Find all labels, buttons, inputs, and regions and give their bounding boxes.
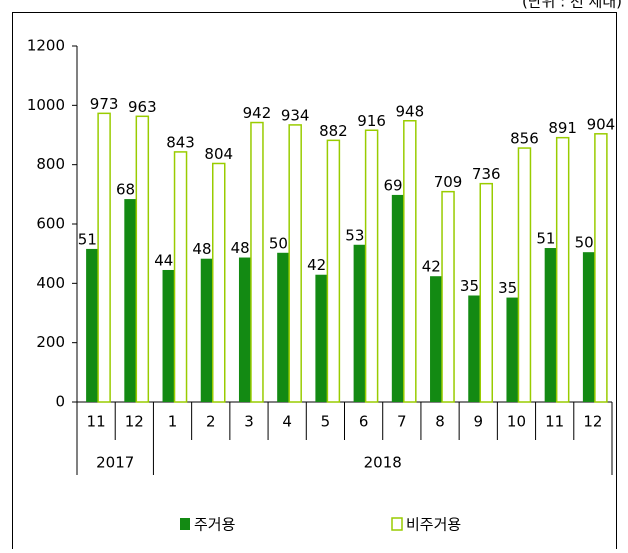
bar	[173, 151, 188, 403]
x-tick-label: 10	[507, 413, 526, 431]
legend-swatch	[180, 518, 190, 530]
unit-note: (단위 : 천 세대)	[522, 0, 622, 11]
y-tick-label: 600	[36, 215, 65, 233]
value-label: 856	[510, 130, 539, 148]
value-label: 804	[204, 145, 233, 163]
x-group-label: 2018	[364, 454, 402, 472]
bar	[277, 252, 290, 402]
value-label: 736	[472, 165, 501, 183]
bar	[403, 120, 417, 403]
bar	[97, 112, 111, 403]
bar	[364, 129, 379, 403]
bar	[135, 115, 150, 403]
bar	[555, 136, 570, 403]
bar	[544, 248, 557, 402]
bar	[506, 297, 519, 402]
bar	[212, 162, 226, 403]
bar	[200, 258, 213, 402]
value-label: 891	[548, 119, 577, 137]
bar	[315, 274, 328, 402]
x-tick-label: 11	[87, 413, 106, 431]
value-label: 843	[166, 133, 195, 151]
value-label: 709	[434, 173, 463, 191]
value-label: 882	[319, 122, 348, 140]
bar	[238, 257, 251, 402]
x-tick-label: 1	[168, 413, 178, 431]
x-tick-label: 9	[473, 413, 483, 431]
x-tick-label: 4	[282, 413, 292, 431]
x-tick-label: 12	[125, 413, 144, 431]
x-tick-label: 3	[244, 413, 254, 431]
y-tick-label: 400	[36, 274, 65, 292]
y-tick-label: 800	[36, 155, 65, 173]
value-label: 963	[128, 98, 157, 116]
bar	[124, 199, 137, 402]
bar	[468, 295, 481, 402]
value-label: 934	[281, 106, 310, 124]
x-tick-label: 11	[545, 413, 564, 431]
x-tick-label: 6	[359, 413, 369, 431]
legend-label: 비주거용	[406, 516, 461, 534]
bar	[582, 252, 595, 402]
value-label: 973	[90, 95, 119, 113]
bar	[326, 139, 341, 403]
bar	[594, 133, 608, 403]
y-tick-label: 0	[55, 393, 65, 411]
y-tick-label: 200	[36, 333, 65, 351]
x-tick-label: 12	[583, 413, 602, 431]
value-label: 948	[396, 102, 425, 120]
bar	[391, 194, 404, 402]
y-tick-label: 1200	[27, 37, 65, 55]
legend-label: 주거용	[194, 516, 235, 534]
x-tick-label: 8	[435, 413, 445, 431]
bar	[288, 124, 302, 403]
bar	[250, 121, 264, 403]
bar	[86, 248, 99, 402]
bar	[517, 147, 532, 403]
bar	[430, 276, 443, 402]
legend-swatch	[391, 517, 403, 531]
x-tick-label: 5	[321, 413, 331, 431]
bar	[353, 244, 366, 402]
x-group-label: 2017	[96, 454, 134, 472]
y-tick-label: 1000	[27, 96, 65, 114]
bar	[441, 190, 455, 403]
bar	[162, 269, 175, 402]
x-tick-label: 2	[206, 413, 216, 431]
bar	[479, 182, 493, 403]
value-label: 904	[587, 115, 616, 133]
value-label: 942	[243, 104, 272, 122]
x-tick-label: 7	[397, 413, 407, 431]
value-label: 916	[357, 112, 386, 130]
